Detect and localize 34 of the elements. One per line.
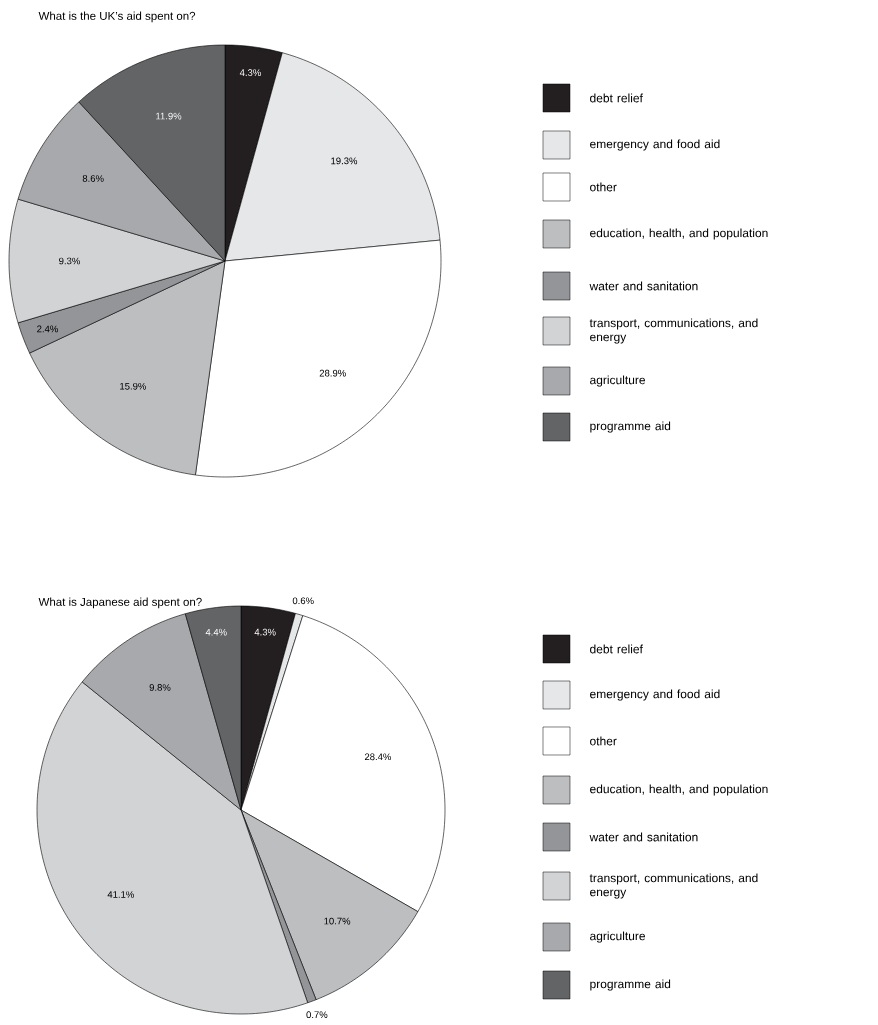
chart-title: What is the UK’s aid spent on? bbox=[38, 11, 196, 23]
legend-label: agriculture bbox=[590, 931, 646, 943]
data-label: 10.7% bbox=[324, 917, 351, 925]
data-label: 9.3% bbox=[59, 257, 80, 265]
legend-label: education, health, and population bbox=[590, 784, 768, 796]
legend-label: programme aid bbox=[590, 979, 671, 991]
legend-label: debt relief bbox=[590, 644, 643, 654]
legend-label: other bbox=[590, 182, 617, 192]
data-label: 9.8% bbox=[149, 684, 171, 691]
legend-label: water and sanitation bbox=[589, 281, 698, 291]
data-label: 0.7% bbox=[306, 1011, 328, 1019]
data-label: 28.9% bbox=[319, 369, 346, 377]
data-label: 2.4% bbox=[37, 325, 58, 333]
legend-label: emergency and food aid bbox=[590, 689, 720, 701]
legend-label: programme aid bbox=[590, 421, 671, 433]
legend-label: transport, communications, and energy bbox=[589, 873, 758, 899]
data-label: 0.6% bbox=[292, 597, 314, 605]
legend-label: debt relief bbox=[590, 93, 643, 103]
legend-label: transport, communications, and energy bbox=[589, 318, 758, 344]
legend-label: water and sanitation bbox=[589, 832, 698, 842]
data-label: 4.4% bbox=[205, 628, 227, 636]
data-label: 41.1% bbox=[107, 891, 134, 898]
data-label: 4.3% bbox=[254, 628, 276, 636]
legend-label: education, health, and population bbox=[590, 228, 768, 240]
data-label: 4.3% bbox=[239, 69, 261, 76]
data-label: 11.9% bbox=[156, 112, 182, 120]
data-label: 19.3% bbox=[331, 157, 358, 165]
data-label: 8.6% bbox=[82, 175, 104, 182]
data-label: 15.9% bbox=[120, 382, 147, 390]
data-label: 28.4% bbox=[364, 753, 392, 761]
legend-label: agriculture bbox=[590, 375, 646, 387]
legend-label: emergency and food aid bbox=[590, 139, 720, 151]
legend-label: other bbox=[590, 736, 617, 746]
chart-title: What is Japanese aid spent on? bbox=[38, 597, 202, 609]
